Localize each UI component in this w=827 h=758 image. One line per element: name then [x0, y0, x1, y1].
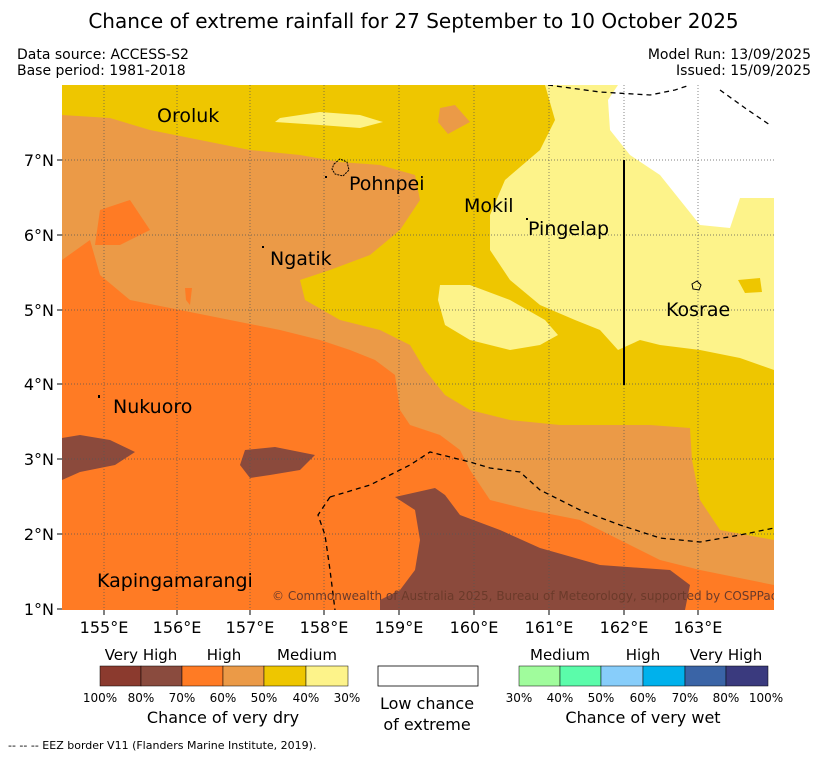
wet-tick-100: 100% [749, 691, 783, 705]
run-info: Model Run: 13/09/2025 Issued: 15/09/2025 [648, 47, 811, 79]
region-40-30-north [275, 112, 383, 128]
place-label-mokil: Mokil [464, 195, 514, 217]
issued-text: Issued: 15/09/2025 [676, 63, 811, 79]
dry-swatch-40-30 [305, 665, 349, 687]
lon-label-160e: 160°E [450, 618, 499, 637]
eez-footnote: -- -- -- EEZ border V11 (Flanders Marine… [8, 739, 317, 752]
wet-swatch-70-80 [684, 665, 727, 687]
dry-tick-40: 40% [293, 691, 320, 705]
dry-category-medium: Medium [277, 646, 337, 664]
lon-label-157e: 157°E [226, 618, 275, 637]
dry-swatch-100-80 [99, 665, 142, 687]
dry-swatch-80-70 [140, 665, 183, 687]
ngatik-island [262, 246, 264, 248]
wet-tick-70: 70% [672, 691, 699, 705]
neutral-caption-line2: of extreme [383, 715, 470, 734]
pohnpei-reef [325, 176, 327, 178]
lat-label-4n: 4°N [24, 375, 54, 394]
lon-label-162e: 162°E [600, 618, 649, 637]
dry-tick-30: 30% [334, 691, 361, 705]
kosrae-island [691, 280, 702, 291]
map-area: Oroluk Pohnpei Mokil Pingelap Ngatik Kos… [62, 85, 777, 610]
place-label-pohnpei: Pohnpei [349, 173, 425, 195]
wet-caption: Chance of very wet [565, 708, 720, 727]
wet-swatch-30-40 [518, 665, 561, 687]
wet-category-medium: Medium [530, 646, 590, 664]
copyright-text: © Commonwealth of Australia 2025, Bureau… [272, 589, 777, 603]
region-100-80-mid [240, 447, 315, 478]
neutral-swatch [377, 665, 479, 687]
wet-tick-80: 80% [713, 691, 740, 705]
data-info: Data source: ACCESS-S2 Base period: 1981… [17, 47, 189, 79]
dry-swatch-50-40 [263, 665, 307, 687]
place-label-kosrae: Kosrae [666, 299, 730, 321]
region-70-60-west [95, 200, 150, 245]
place-label-ngatik: Ngatik [270, 248, 332, 270]
dry-tick-60: 60% [210, 691, 237, 705]
model-run-text: Model Run: 13/09/2025 [647, 47, 811, 63]
wet-swatch-50-60 [600, 665, 644, 687]
region-50-40-spot [738, 278, 762, 293]
lat-label-3n: 3°N [24, 450, 54, 469]
place-label-kapingamarangi: Kapingamarangi [97, 570, 253, 592]
place-label-nukuoro: Nukuoro [113, 396, 192, 418]
region-60-50-north [438, 105, 470, 134]
lon-label-159e: 159°E [375, 618, 424, 637]
dry-tick-70: 70% [169, 691, 196, 705]
wet-tick-40: 40% [547, 691, 574, 705]
place-label-pingelap: Pingelap [528, 218, 609, 240]
neutral-legend: Low chance of extreme [377, 665, 479, 734]
map-title: Chance of extreme rainfall for 27 Septem… [88, 9, 739, 33]
region-100-80-south [380, 488, 690, 610]
region-70-60-spot [185, 288, 192, 305]
dry-swatch-60-50 [222, 665, 265, 687]
lat-label-2n: 2°N [24, 525, 54, 544]
wet-swatch-40-50 [559, 665, 602, 687]
wet-tick-60: 60% [630, 691, 657, 705]
region-40-30-mid [438, 285, 558, 350]
place-label-oroluk: Oroluk [157, 105, 219, 127]
dry-colorbar: Very High High Medium 100% 80% 70% 60% 5… [83, 646, 360, 727]
pohnpei-island [331, 158, 350, 177]
wet-tick-50: 50% [588, 691, 615, 705]
dry-category-very-high: Very High [105, 646, 178, 664]
dry-caption: Chance of very dry [147, 708, 299, 727]
lon-label-163e: 163°E [674, 618, 723, 637]
wet-swatch-80-100 [725, 665, 769, 687]
eez-border [317, 85, 774, 610]
region-100-80-west [62, 435, 135, 480]
lon-label-158e: 158°E [300, 618, 349, 637]
data-source-text: Data source: ACCESS-S2 [17, 47, 189, 63]
pingelap-island [526, 218, 528, 220]
dry-tick-80: 80% [128, 691, 155, 705]
lat-label-1n: 1°N [24, 600, 54, 619]
lat-label-7n: 7°N [24, 151, 54, 170]
lon-label-156e: 156°E [153, 618, 202, 637]
neutral-caption-line1: Low chance [380, 694, 474, 713]
dry-tick-50: 50% [251, 691, 278, 705]
wet-swatch-60-70 [642, 665, 686, 687]
lat-label-6n: 6°N [24, 226, 54, 245]
dry-tick-100: 100% [83, 691, 117, 705]
dry-category-high: High [207, 646, 241, 664]
wet-category-high: High [626, 646, 660, 664]
region-neutral [608, 85, 774, 228]
lat-label-5n: 5°N [24, 301, 54, 320]
base-period-text: Base period: 1981-2018 [17, 63, 186, 79]
axis-ticks [57, 159, 699, 615]
wet-colorbar: Medium High Very High 30% 40% 50% 60% 70… [506, 646, 783, 727]
wet-category-very-high: Very High [690, 646, 763, 664]
lon-label-155e: 155°E [80, 618, 129, 637]
region-70-60 [62, 240, 774, 610]
lon-label-161e: 161°E [525, 618, 574, 637]
wet-tick-30: 30% [506, 691, 533, 705]
dry-swatch-70-60 [181, 665, 224, 687]
nukuoro-island [98, 395, 100, 398]
